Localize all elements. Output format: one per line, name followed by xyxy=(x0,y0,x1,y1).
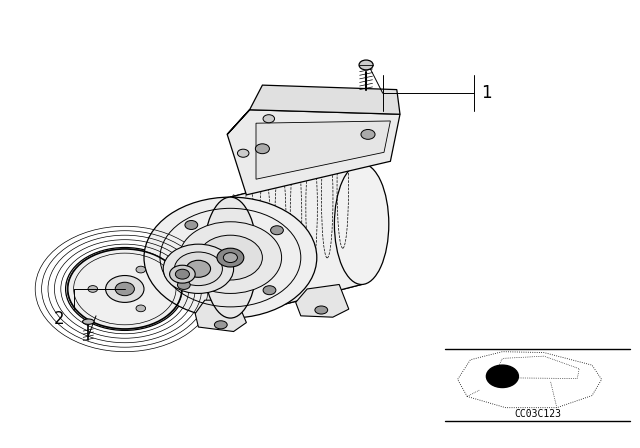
Ellipse shape xyxy=(88,286,98,293)
Ellipse shape xyxy=(361,129,375,139)
Ellipse shape xyxy=(214,321,227,329)
Ellipse shape xyxy=(136,266,146,273)
Ellipse shape xyxy=(271,226,284,235)
Polygon shape xyxy=(296,284,349,317)
Polygon shape xyxy=(195,300,246,332)
Polygon shape xyxy=(227,85,400,134)
Ellipse shape xyxy=(175,269,189,279)
Ellipse shape xyxy=(217,248,244,267)
Ellipse shape xyxy=(359,60,373,70)
Ellipse shape xyxy=(179,222,282,293)
Text: CC03C123: CC03C123 xyxy=(514,409,561,419)
Ellipse shape xyxy=(170,265,195,283)
Ellipse shape xyxy=(186,260,211,277)
Ellipse shape xyxy=(334,164,388,284)
Text: 2: 2 xyxy=(53,310,64,328)
Ellipse shape xyxy=(136,305,146,312)
Ellipse shape xyxy=(144,197,317,318)
Ellipse shape xyxy=(237,149,249,157)
Ellipse shape xyxy=(66,247,184,331)
Ellipse shape xyxy=(83,319,94,324)
Polygon shape xyxy=(227,110,400,195)
Ellipse shape xyxy=(263,115,275,123)
Ellipse shape xyxy=(204,197,257,318)
Ellipse shape xyxy=(174,252,223,286)
Polygon shape xyxy=(256,121,390,179)
Circle shape xyxy=(486,365,518,388)
Polygon shape xyxy=(230,164,362,318)
Ellipse shape xyxy=(223,253,237,263)
Ellipse shape xyxy=(185,220,198,229)
Ellipse shape xyxy=(263,286,276,295)
Ellipse shape xyxy=(255,144,269,154)
Text: 1: 1 xyxy=(481,84,492,102)
Ellipse shape xyxy=(315,306,328,314)
Ellipse shape xyxy=(106,276,144,302)
Ellipse shape xyxy=(177,280,190,289)
Ellipse shape xyxy=(163,244,234,293)
Ellipse shape xyxy=(198,235,262,280)
Ellipse shape xyxy=(115,282,134,296)
